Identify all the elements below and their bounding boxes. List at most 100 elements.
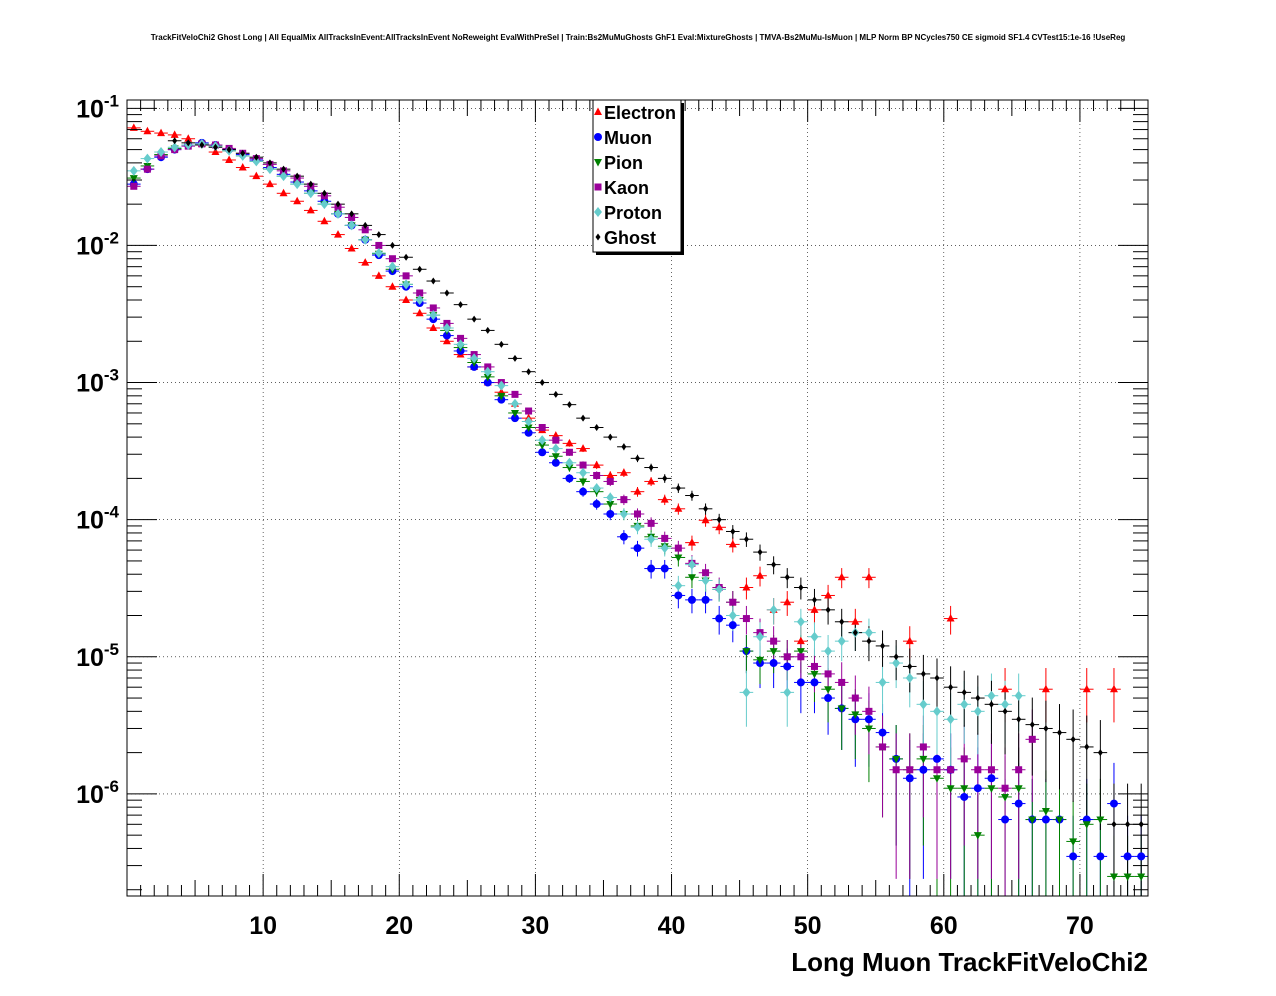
proton-point (810, 631, 819, 642)
muon-point (442, 331, 451, 340)
proton-point (987, 690, 996, 701)
ghost-point (498, 340, 504, 348)
proton-point (579, 467, 588, 478)
proton-point (592, 483, 601, 494)
pion-point (742, 648, 751, 656)
kaon-point (388, 255, 396, 263)
proton-point (1014, 690, 1023, 701)
kaon-point (797, 653, 805, 661)
proton-point (143, 153, 152, 164)
kaon-point (565, 448, 573, 456)
ghost-point (553, 390, 559, 398)
pion-point (129, 175, 138, 183)
muon-point (606, 509, 615, 518)
proton-point (715, 584, 724, 595)
ghost-point (226, 146, 232, 154)
electron-point (252, 171, 261, 180)
pion-point (1096, 816, 1105, 825)
muon-point (647, 564, 656, 573)
muon-point (633, 544, 642, 553)
legend-marker-kaon (594, 183, 602, 191)
electron-point (715, 522, 724, 531)
proton-point (361, 234, 370, 245)
muon-point (565, 474, 574, 483)
kaon-point (457, 334, 465, 342)
proton-point (647, 534, 656, 545)
x-tick-label: 70 (1066, 912, 1094, 940)
pion-point (674, 554, 683, 562)
ghost-point (621, 443, 627, 451)
ghost-point (675, 484, 681, 492)
ghost-point (961, 688, 967, 696)
muon-point (660, 564, 669, 573)
pion-point (538, 442, 547, 450)
y-tick-label: 10-1 (76, 91, 119, 123)
electron-point (170, 130, 179, 138)
ghost-point (893, 653, 899, 661)
electron-point (129, 123, 138, 131)
proton-point (497, 380, 506, 391)
muon-point (1001, 815, 1010, 824)
muon-point (592, 500, 601, 509)
ghost-point (730, 527, 736, 535)
ghost-point (1002, 707, 1008, 715)
pion-point (864, 725, 873, 733)
kaon-point (838, 678, 846, 686)
legend-label-pion: Pion (604, 153, 643, 173)
proton-point (796, 616, 805, 627)
muon-point (538, 448, 547, 457)
proton-point (932, 706, 941, 717)
pion-point (565, 464, 574, 473)
electron-point (143, 126, 152, 135)
muon-point (783, 662, 792, 671)
kaon-point (906, 766, 914, 774)
muon-point (824, 694, 833, 703)
electron-point (783, 597, 792, 606)
ghost-point (199, 141, 205, 149)
ghost-point (580, 414, 586, 422)
ghost-point (471, 315, 477, 323)
kaon-point (511, 390, 519, 398)
pion-point (497, 392, 506, 401)
kaon-point (947, 766, 955, 774)
kaon-point (729, 598, 737, 606)
x-tick-label: 10 (249, 912, 277, 940)
muon-point (579, 487, 588, 496)
kaon-point (661, 534, 669, 542)
kaon-point (770, 637, 778, 645)
electron-point (388, 282, 397, 290)
muon-point (987, 774, 996, 783)
x-tick-label: 40 (658, 912, 686, 940)
pion-point (687, 574, 696, 582)
muon-point (687, 595, 696, 604)
proton-point (129, 165, 138, 176)
electron-point (1001, 684, 1010, 693)
ghost-point (566, 401, 572, 409)
pion-point (1082, 821, 1091, 829)
pion-point (606, 501, 615, 509)
ghost-point (934, 674, 940, 682)
ghost-point (389, 241, 395, 249)
pion-point (1109, 873, 1118, 881)
muon-point (932, 754, 941, 763)
legend-marker-electron (594, 107, 602, 115)
muon-point (1014, 799, 1023, 808)
kaon-point (348, 213, 356, 221)
pion-point (960, 785, 969, 793)
muon-point (483, 378, 492, 387)
proton-point (279, 171, 288, 182)
muon-point (1123, 852, 1132, 861)
ghost-point (321, 189, 327, 197)
ghost-point (1097, 749, 1103, 757)
ghost-point (335, 200, 341, 208)
electron-point (742, 583, 751, 591)
muon-point (919, 765, 928, 774)
pion-point (1014, 785, 1023, 793)
pion-point (510, 409, 519, 418)
pion-point (756, 656, 765, 665)
electron-point (320, 216, 329, 225)
electron-point (837, 572, 846, 581)
kaon-point (851, 694, 859, 702)
pion-point (524, 424, 533, 433)
ghost-point (689, 492, 695, 500)
